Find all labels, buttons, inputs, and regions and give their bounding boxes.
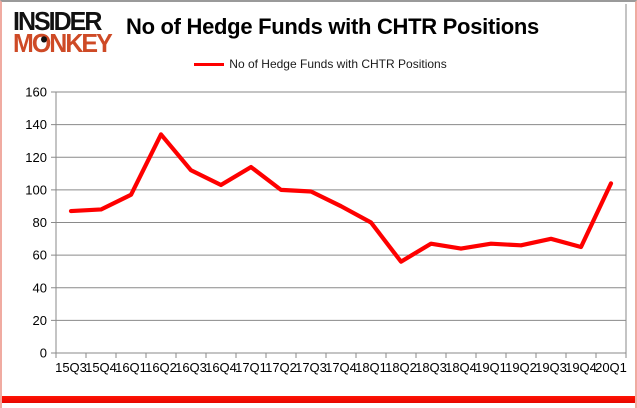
x-axis-tick-label: 15Q3	[55, 360, 87, 375]
x-axis-tick-label: 16Q4	[205, 360, 237, 375]
y-axis-tick-label: 40	[33, 280, 47, 295]
x-axis-tick-label: 17Q2	[265, 360, 297, 375]
x-axis-tick-label: 18Q4	[445, 360, 477, 375]
x-axis-tick-label: 20Q1	[595, 360, 627, 375]
y-axis-tick-label: 100	[25, 182, 47, 197]
x-axis-tick-label: 19Q4	[565, 360, 597, 375]
chart-title: No of Hedge Funds with CHTR Positions	[126, 14, 539, 39]
x-axis-tick-label: 17Q3	[295, 360, 327, 375]
x-axis-tick-label: 19Q1	[475, 360, 507, 375]
legend-label: No of Hedge Funds with CHTR Positions	[229, 57, 447, 71]
y-axis-tick-label: 60	[33, 248, 47, 263]
x-axis-tick-label: 19Q3	[535, 360, 567, 375]
y-axis-tick-label: 160	[25, 85, 47, 100]
legend-line-swatch	[194, 62, 225, 66]
x-axis-tick-label: 18Q3	[415, 360, 447, 375]
logo-insider-text: INSIDER	[13, 6, 102, 37]
x-axis-tick-label: 16Q1	[115, 360, 147, 375]
chtr-positions-line	[68, 132, 614, 264]
x-axis-tick-label: 19Q2	[505, 360, 537, 375]
bottom-red-bar	[2, 396, 635, 403]
y-axis-tick-label: 20	[33, 313, 47, 328]
x-axis-tick-label: 17Q4	[325, 360, 357, 375]
y-axis-tick-label: 120	[25, 150, 47, 165]
x-axis-tick-label: 18Q2	[385, 360, 417, 375]
y-axis-tick-label: 0	[40, 346, 47, 361]
y-axis-tick-label: 140	[25, 117, 47, 132]
x-axis-tick-label: 18Q1	[355, 360, 387, 375]
y-axis-tick-label: 80	[33, 215, 47, 230]
x-axis-tick-label: 17Q1	[235, 360, 267, 375]
x-axis-tick-label: 16Q2	[145, 360, 177, 375]
x-axis-tick-label: 15Q4	[85, 360, 117, 375]
logo-monkey-text: MO NKEY	[13, 28, 113, 59]
chart-legend: No of Hedge Funds with CHTR Positions	[2, 56, 635, 72]
insider-monkey-logo: INSIDER MO NKEY	[13, 6, 113, 59]
x-axis-tick-label: 16Q3	[175, 360, 207, 375]
